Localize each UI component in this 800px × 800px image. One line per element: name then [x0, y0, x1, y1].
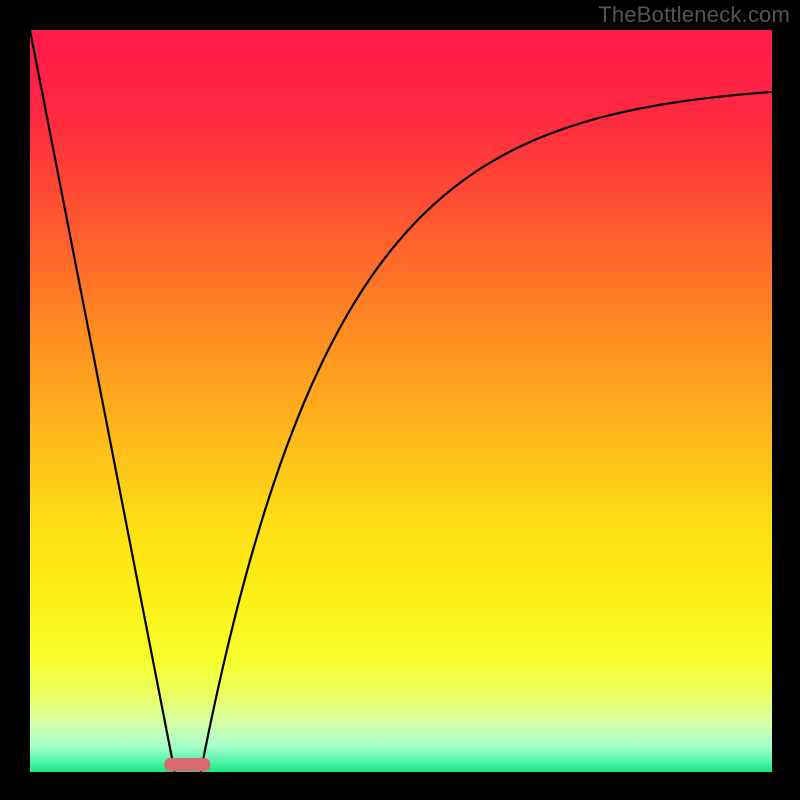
optimal-marker [164, 758, 210, 771]
chart-container: TheBottleneck.com [0, 0, 800, 800]
plot-background [30, 30, 772, 772]
bottleneck-chart [0, 0, 800, 800]
